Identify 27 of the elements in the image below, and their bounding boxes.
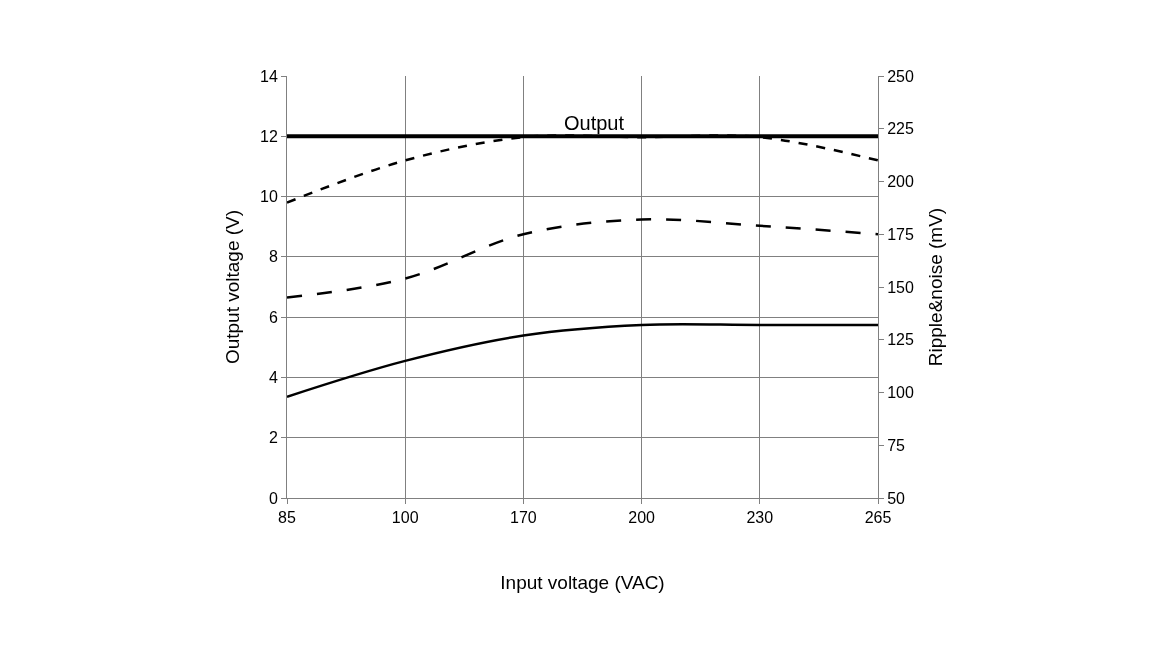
x-tick-label: 100 [391, 509, 419, 527]
y-tick-label: 10 [260, 188, 278, 206]
y2-tick-label: 125 [887, 331, 914, 349]
y-tick-label: 12 [260, 127, 278, 145]
y-tick-label: 6 [268, 308, 278, 326]
x-tick-label: 265 [864, 509, 892, 527]
y2-tick-label: 200 [887, 173, 914, 191]
y-tick-label: 14 [260, 67, 278, 85]
y-tick-label: 0 [268, 489, 278, 507]
x-tick-label: 85 [278, 509, 296, 527]
x-axis-title: Input voltage (VAC) [500, 572, 665, 593]
y2-tick-label: 225 [887, 120, 914, 138]
y2-tick-label: 100 [887, 384, 914, 402]
y2-tick-label: 250 [887, 67, 914, 85]
y2-tick-label: 50 [887, 489, 906, 507]
x-tick-label: 200 [628, 509, 656, 527]
y2-tick-label: 150 [887, 278, 914, 296]
x-tick-label: 230 [746, 509, 774, 527]
x-tick-label: 170 [510, 509, 537, 527]
y-tick-label: 4 [268, 369, 278, 387]
y-tick-label: 8 [268, 248, 278, 266]
y2-axis-title: Ripple&noise (mV) [924, 207, 946, 367]
y2-tick-label: 175 [887, 225, 914, 243]
y-tick-label: 2 [268, 429, 278, 447]
y2-tick-label: 75 [887, 436, 906, 454]
annotation: Output [564, 112, 625, 134]
y-axis-title: Output voltage (V) [221, 209, 243, 365]
